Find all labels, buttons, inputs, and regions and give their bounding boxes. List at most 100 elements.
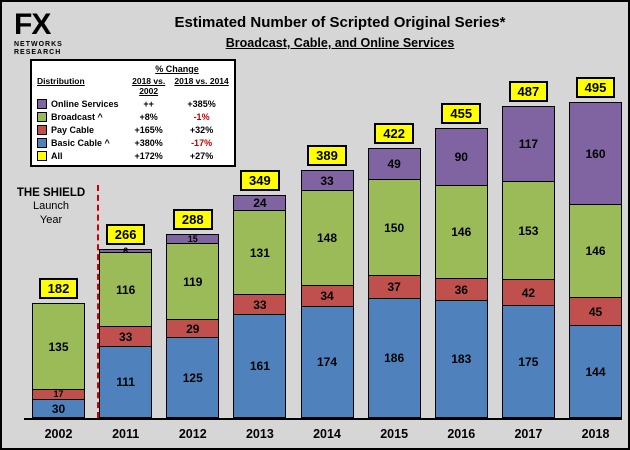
legend-row-broadcast: Broadcast ^ +8% -1% — [37, 112, 229, 122]
segment-broadcast: 146 — [569, 204, 622, 298]
segment-broadcast: 146 — [434, 185, 488, 279]
segment-broadcast: 150 — [367, 179, 421, 276]
legend-value-2018-vs-2002: ++ — [143, 99, 154, 109]
bar-2015: 422 49 150 37 186 — [367, 66, 421, 418]
legend-value-2018-vs-2002: +8% — [139, 112, 158, 122]
total-label-2016: 455 — [441, 103, 482, 124]
segment-value: 33 — [320, 173, 334, 188]
legend-group-header-row: % Change — [37, 64, 229, 74]
segment-value: 174 — [316, 355, 338, 369]
fx-networks-logo: FX NETWORKS RESEARCH — [14, 8, 63, 57]
segment-value: 15 — [187, 233, 198, 244]
annotation-year: Year — [39, 214, 63, 227]
segment-value: 125 — [182, 370, 203, 385]
segment-pay-cable: 29 — [166, 319, 220, 338]
legend-value-2018-vs-2014: +27% — [189, 151, 214, 161]
legend-value-2018-vs-2014: +385% — [187, 99, 216, 109]
segment-value: 45 — [588, 304, 603, 319]
legend-rows: Online Services ++ +385% Broadcast ^ +8% -1% P… — [37, 99, 229, 161]
segment-broadcast: 153 — [501, 181, 555, 280]
legend-col-distribution: Distribution — [37, 76, 85, 86]
bar-2018: 495 160 146 45 144 — [569, 66, 622, 418]
x-axis-label-2013: 2013 — [245, 427, 274, 441]
segment-value: 117 — [518, 137, 539, 151]
segment-online-services: 24 — [233, 195, 287, 211]
segment-value: 111 — [116, 375, 135, 389]
legend-value-2018-vs-2014: -17% — [191, 138, 213, 148]
segment-pay-cable: 45 — [569, 297, 622, 326]
x-axis-label-2018: 2018 — [581, 427, 610, 441]
legend-row-online-services: Online Services ++ +385% — [37, 99, 229, 109]
x-axis-label-2014: 2014 — [313, 427, 341, 441]
x-axis-label-2012: 2012 — [178, 427, 207, 441]
bar-2002: 182 135 17 30 — [32, 66, 85, 418]
total-label-2011: 266 — [105, 224, 146, 245]
legend-swatch — [37, 112, 47, 122]
segment-pay-cable: 34 — [300, 285, 354, 307]
x-axis-label-2002: 2002 — [44, 427, 73, 441]
x-axis-label-2015: 2015 — [380, 427, 409, 441]
legend-column-headers: Distribution 2018 vs. 2002 2018 vs. 2014 — [37, 76, 229, 96]
legend-col-2018-vs-2014: 2018 vs. 2014 — [174, 76, 229, 86]
segment-value: 36 — [454, 282, 468, 297]
segment-value: 49 — [387, 157, 401, 171]
segment-pay-cable: 37 — [367, 275, 421, 299]
legend-swatch — [37, 99, 47, 109]
legend-swatch — [37, 125, 47, 135]
segment-value: 34 — [320, 289, 334, 303]
segment-pay-cable: 42 — [501, 279, 555, 306]
legend-row-label: All — [37, 151, 123, 161]
total-label-2012: 288 — [172, 209, 213, 230]
segment-value: 161 — [249, 359, 270, 373]
total-label-2014: 389 — [307, 145, 347, 166]
segment-value: 144 — [585, 364, 606, 379]
total-label-2013: 349 — [240, 170, 280, 191]
logo-line-networks: NETWORKS — [14, 41, 63, 48]
legend-value-2018-vs-2002: +165% — [134, 125, 163, 135]
segment-broadcast: 131 — [233, 210, 287, 295]
bar-2017: 487 117 153 42 175 — [501, 66, 555, 418]
the-shield-annotation: THE SHIELD Launch Year — [8, 186, 94, 228]
segment-pay-cable: 33 — [99, 326, 153, 347]
legend-row-pay-cable: Pay Cable +165% +32% — [37, 125, 229, 135]
legend-row-label: Broadcast ^ — [37, 112, 123, 122]
legend-swatch — [37, 138, 47, 148]
segment-value: 150 — [384, 220, 405, 235]
segment-value: 131 — [249, 245, 270, 260]
x-axis-label-2016: 2016 — [447, 427, 476, 441]
bar-2014: 389 33 148 34 174 — [300, 66, 354, 418]
segment-broadcast: 148 — [300, 190, 354, 286]
segment-value: 29 — [186, 321, 200, 336]
bar-2012: 288 15 119 29 125 — [166, 66, 220, 418]
bar-2016: 455 90 146 36 183 — [434, 66, 488, 418]
segment-value: 116 — [115, 282, 136, 297]
legend-swatch — [37, 151, 47, 161]
segment-value: 6 — [123, 245, 129, 256]
fx-logo-text: FX — [14, 8, 51, 41]
total-label-2018: 495 — [575, 77, 616, 98]
segment-pay-cable: 36 — [434, 278, 488, 301]
legend-box: % Change Distribution 2018 vs. 2002 2018… — [30, 59, 236, 167]
chart-title: Estimated Number of Scripted Original Se… — [174, 14, 506, 31]
segment-broadcast: 119 — [166, 243, 220, 320]
segment-basic-cable: 111 — [99, 346, 153, 418]
segment-value: 135 — [48, 339, 69, 354]
legend-row-basic-cable: Basic Cable ^ +380% -17% — [37, 138, 229, 148]
x-axis-line — [24, 418, 622, 420]
segment-value: 37 — [387, 280, 401, 294]
segment-value: 153 — [518, 223, 539, 238]
legend-col-2018-vs-2002: 2018 vs. 2002 — [132, 76, 166, 96]
segment-online-services: 49 — [367, 148, 421, 180]
segment-value: 33 — [118, 329, 133, 344]
legend-row-label: Basic Cable ^ — [37, 138, 123, 148]
segment-broadcast: 135 — [32, 303, 85, 390]
x-axis-labels: 2002 2011 2012 2013 2014 2015 2016 2017 2018 — [32, 427, 622, 441]
segment-value: 160 — [585, 146, 606, 161]
segment-online-services: 90 — [434, 128, 488, 186]
legend-row-all: All +172% +27% — [37, 151, 229, 161]
segment-online-services: 160 — [569, 102, 622, 205]
legend-value-2018-vs-2014: -1% — [193, 112, 210, 122]
segment-value: 146 — [451, 225, 472, 239]
x-axis-label-2017: 2017 — [514, 427, 543, 441]
